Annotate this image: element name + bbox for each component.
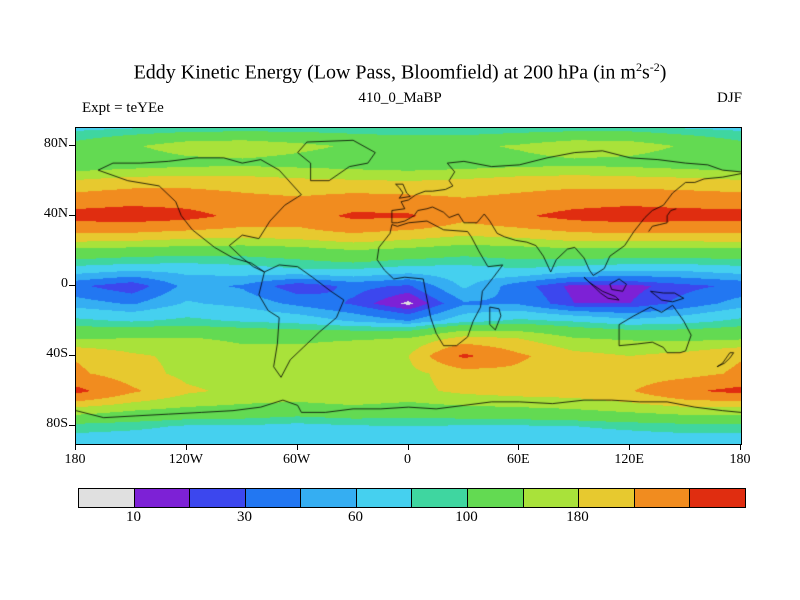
x-axis-tick-label: 120W — [168, 452, 203, 467]
colorbar-label: 10 — [126, 509, 141, 525]
chart-title-unit: s — [641, 61, 650, 84]
y-axis-tick-label: 0 — [61, 276, 68, 291]
season-label: DJF — [716, 90, 742, 106]
colorbar-segment — [190, 489, 246, 507]
x-axis-tick — [75, 444, 76, 450]
x-axis-tick — [407, 444, 409, 450]
x-axis-tick-label: 180 — [64, 452, 86, 467]
colorbar-segment — [245, 489, 302, 507]
y-axis-tick — [69, 144, 75, 146]
experiment-label: Expt = teYEe — [82, 100, 164, 116]
colorbar-segment — [412, 489, 469, 507]
x-axis-tick — [185, 444, 187, 450]
x-axis-tick-label: 180 — [729, 452, 751, 467]
y-axis-tick — [69, 355, 75, 357]
colorbar-segment — [579, 489, 635, 507]
colorbar-segment — [134, 489, 191, 507]
y-axis-tick-label: 80S — [46, 416, 68, 432]
colorbar-label: 30 — [237, 509, 252, 525]
colorbar-segment — [634, 489, 691, 507]
x-axis-tick-label: 60W — [283, 452, 311, 467]
x-axis-tick — [296, 444, 298, 450]
colorbar-segment — [468, 489, 524, 507]
chart-title-superscript-2: -2 — [649, 60, 660, 74]
contour-field-canvas — [76, 128, 741, 444]
x-axis-tick — [629, 444, 631, 450]
y-axis-tick-label: 40N — [43, 205, 68, 221]
y-axis-tick-label: 40S — [46, 346, 68, 362]
colorbar-segment — [690, 489, 745, 507]
map-plot-frame — [75, 127, 742, 445]
x-axis-tick-label: 120E — [614, 452, 644, 467]
x-axis-tick-label: 0 — [404, 452, 411, 467]
colorbar-segment — [79, 489, 135, 507]
colorbar-label: 60 — [348, 509, 363, 525]
chart-subtitle: 410_0_MaBP — [358, 90, 442, 106]
chart-title-superscript: 2 — [635, 60, 642, 74]
y-axis-tick — [69, 425, 75, 427]
y-axis-tick-label: 80N — [43, 135, 68, 151]
colorbar-segment — [523, 489, 580, 507]
x-axis-tick-label: 60E — [507, 452, 530, 467]
colorbar-segment — [356, 489, 413, 507]
y-axis-tick — [69, 285, 75, 286]
chart-title-close: ) — [659, 61, 667, 84]
colorbar-label: 100 — [455, 509, 478, 525]
colorbar — [78, 488, 746, 508]
y-axis-tick — [69, 214, 75, 216]
chart-title: Eddy Kinetic Energy (Low Pass, Bloomfiel… — [0, 60, 800, 85]
x-axis-tick — [518, 444, 520, 450]
colorbar-label: 180 — [566, 509, 589, 525]
colorbar-segment — [301, 489, 357, 507]
chart-title-text: Eddy Kinetic Energy (Low Pass, Bloomfiel… — [133, 61, 636, 84]
x-axis-tick — [740, 444, 741, 450]
